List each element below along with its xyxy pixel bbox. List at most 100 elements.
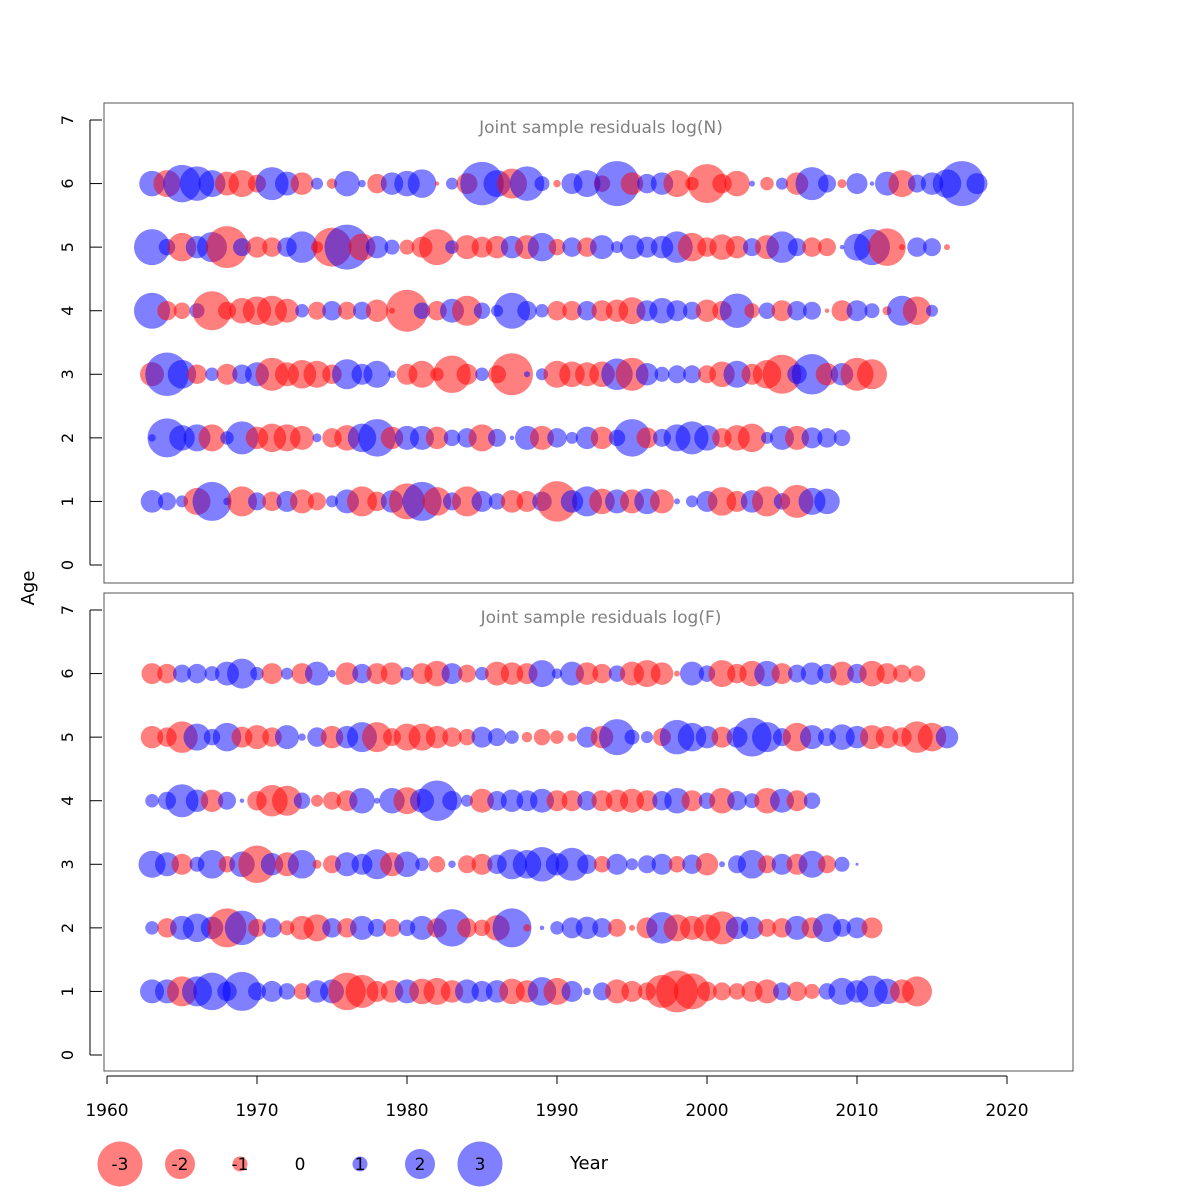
x-tick-label: 2010 [835,1101,878,1121]
residual-bubble [802,237,822,257]
residual-bubble [755,979,779,1004]
residual-bubble [157,663,177,684]
residual-bubble [620,235,644,260]
residual-bubble [788,664,806,683]
residual-bubble [261,663,283,685]
residual-bubble [248,918,266,937]
residual-bubble [837,179,847,189]
legend-bubble [457,1141,503,1187]
residual-bubble [173,302,191,319]
residual-bubble [224,910,260,946]
residual-bubble [528,660,556,688]
residual-bubble [358,179,366,188]
residual-bubble [543,977,571,1005]
residual-bubble [668,365,686,384]
y-tick-label: 4 [58,796,77,806]
residual-bubble [141,663,163,685]
residual-bubble [818,174,836,193]
residual-bubble [695,853,719,876]
residual-bubble [758,918,776,937]
residual-bubble [629,924,635,931]
y-tick-label: 1 [58,986,77,996]
residual-bubble [551,668,563,679]
residual-bubble [388,370,396,379]
residual-bubble [577,790,597,811]
residual-bubble [944,244,950,251]
residual-bubble [509,435,515,441]
residual-bubble [553,179,561,188]
residual-bubble [458,664,476,683]
residual-bubble [749,180,755,187]
residual-bubble [785,915,809,940]
residual-bubble [281,667,293,680]
residual-bubble [200,789,224,812]
residual-bubble [875,725,899,749]
residual-bubble [386,289,428,332]
residual-bubble [611,241,623,254]
y-tick-label: 6 [58,668,77,678]
x-axis-label: Year [569,1153,609,1174]
residual-bubble [140,725,164,749]
residual-bubble [818,238,836,257]
legend-label: -2 [172,1155,189,1175]
residual-bubble [621,980,643,1002]
residual-bubble [935,725,959,749]
residual-bubble [534,176,550,192]
residual-bubble [155,852,179,877]
residual-bubble [227,658,257,689]
residual-bubble [328,669,336,678]
residual-bubble [293,792,311,809]
legend-label: 2 [415,1155,426,1175]
residual-bubble [278,983,296,1000]
x-tick-label: 1970 [235,1101,278,1121]
residual-bubble [457,918,477,938]
residual-bubble [171,853,193,875]
residual-bubble [539,925,545,931]
residual-bubble [624,729,640,745]
residual-bubble [713,982,731,1001]
residual-bubble [134,229,170,266]
residual-bubble [577,854,597,875]
residual-bubble [262,491,282,512]
residual-bubble [400,666,414,681]
y-tick-label: 7 [58,605,77,615]
y-tick-label: 5 [58,242,77,252]
residual-bubble [664,787,690,814]
residual-bubble [335,662,359,685]
y-tick-label: 4 [58,306,77,316]
residual-bubble [248,982,266,1001]
residual-bubble [546,790,568,812]
residual-bubble [312,859,322,869]
residual-bubble [592,663,612,684]
residual-bubble [650,489,674,514]
residual-bubble [857,359,887,390]
residual-bubble [452,486,482,517]
residual-bubble [192,291,232,331]
residual-bubble [599,719,635,756]
residual-bubble [433,355,471,394]
residual-bubble [666,300,688,322]
residual-bubble [523,924,531,932]
residual-bubble [425,426,449,450]
residual-bubble [846,917,868,939]
residual-bubble [613,419,651,457]
residual-bubble [516,490,538,512]
residual-bubble [293,983,311,1000]
residual-bubble [708,660,736,688]
residual-bubble [322,300,342,321]
residual-bubble [694,425,720,451]
residual-bubble [216,363,238,385]
residual-bubble [167,360,197,389]
residual-bubble [654,366,670,382]
residual-bubble [192,481,232,521]
residual-bubble [709,787,735,814]
residual-bubble [785,425,809,450]
residual-bubble [212,722,242,752]
residual-bubble [233,238,251,257]
residual-bubble [446,177,458,190]
residual-bubble [846,173,868,195]
residual-bubble [311,794,323,807]
residual-bubble [861,917,883,939]
legend-bubble [352,1156,368,1172]
